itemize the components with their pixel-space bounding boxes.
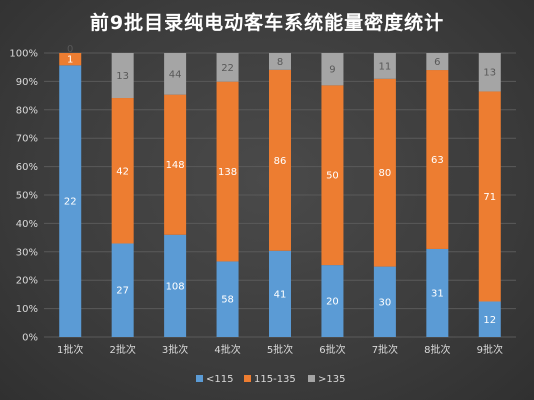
bar-segment: [426, 70, 449, 249]
data-label: 6: [434, 57, 440, 68]
x-tick-label: 7批次: [372, 343, 398, 356]
y-tick-label: 80%: [16, 105, 38, 116]
data-label: 0: [67, 44, 73, 55]
data-label: 31: [431, 288, 444, 299]
x-tick-label: 6批次: [319, 343, 345, 356]
bar-segment: [478, 301, 501, 337]
data-label: 50: [326, 171, 339, 182]
bar-segment: [373, 53, 396, 79]
bar-segment: [373, 78, 396, 267]
x-tick-label: 9批次: [477, 343, 503, 356]
data-label: 22: [221, 63, 234, 74]
data-label: 30: [379, 297, 392, 308]
y-tick-label: 40%: [16, 219, 38, 230]
x-tick-label: 1批次: [57, 343, 83, 356]
y-tick-label: 100%: [9, 49, 38, 60]
data-label: 42: [116, 166, 129, 177]
data-label: 27: [116, 286, 129, 297]
y-tick-label: 30%: [16, 247, 38, 258]
bar-segment: [164, 53, 187, 95]
bar-segment: [216, 53, 239, 82]
data-label: 13: [483, 68, 496, 79]
y-tick-label: 20%: [16, 276, 38, 287]
bar-segment: [321, 85, 344, 266]
data-label: 58: [221, 295, 234, 306]
legend-swatch: [244, 375, 251, 382]
bar-segment: [111, 98, 134, 244]
bar-segment: [373, 266, 396, 337]
data-label: 11: [379, 61, 392, 72]
x-tick-label: 4批次: [214, 343, 240, 356]
data-label: 138: [218, 167, 237, 178]
data-label: 86: [274, 156, 287, 167]
data-label: 13: [116, 71, 129, 82]
data-label: 80: [379, 168, 392, 179]
bar-segment: [164, 234, 187, 337]
bar-segment: [426, 53, 449, 71]
bar-segment: [269, 250, 291, 337]
y-tick-label: 50%: [16, 191, 38, 202]
bar-segment: [321, 265, 344, 337]
bar-segment: [216, 261, 239, 337]
y-tick-label: 60%: [16, 162, 38, 173]
legend-label: 115-135: [254, 374, 296, 385]
bar-segment: [478, 53, 501, 92]
data-label: 8: [277, 57, 283, 68]
data-label: 9: [329, 65, 335, 76]
x-tick-label: 8批次: [424, 343, 450, 356]
chart-title: 前9批目录纯电动客车系统能量密度统计: [89, 12, 445, 34]
bar-segment: [164, 94, 187, 235]
legend-label: >135: [318, 374, 345, 385]
bar-segment: [269, 53, 291, 70]
data-label: 148: [166, 160, 185, 171]
y-tick-label: 90%: [16, 77, 38, 88]
bar-segment: [426, 248, 449, 337]
data-label: 108: [166, 281, 185, 292]
y-tick-label: 0%: [22, 333, 38, 344]
bar-segment: [111, 53, 134, 99]
y-tick-label: 10%: [16, 304, 38, 315]
data-label: 63: [431, 155, 444, 166]
x-tick-label: 5批次: [267, 343, 293, 356]
legend-swatch: [196, 375, 203, 382]
bar-segment: [59, 65, 82, 337]
data-label: 22: [64, 197, 77, 208]
data-label: 20: [326, 297, 339, 308]
bar-segment: [111, 243, 134, 337]
bar-segment: [269, 69, 291, 251]
legend-label: <115: [206, 374, 233, 385]
legend-swatch: [308, 375, 315, 382]
data-label: 71: [483, 192, 496, 203]
data-label: 41: [274, 289, 287, 300]
x-tick-label: 3批次: [162, 343, 188, 356]
data-label: 44: [169, 69, 182, 80]
y-tick-label: 70%: [16, 134, 38, 145]
bar-segment: [216, 81, 239, 262]
data-label: 1: [67, 55, 73, 66]
data-label: 12: [483, 315, 496, 326]
bar-segment: [59, 53, 82, 66]
x-tick-label: 2批次: [109, 343, 135, 356]
bar-segment: [478, 91, 501, 302]
bar-segment: [321, 53, 344, 86]
